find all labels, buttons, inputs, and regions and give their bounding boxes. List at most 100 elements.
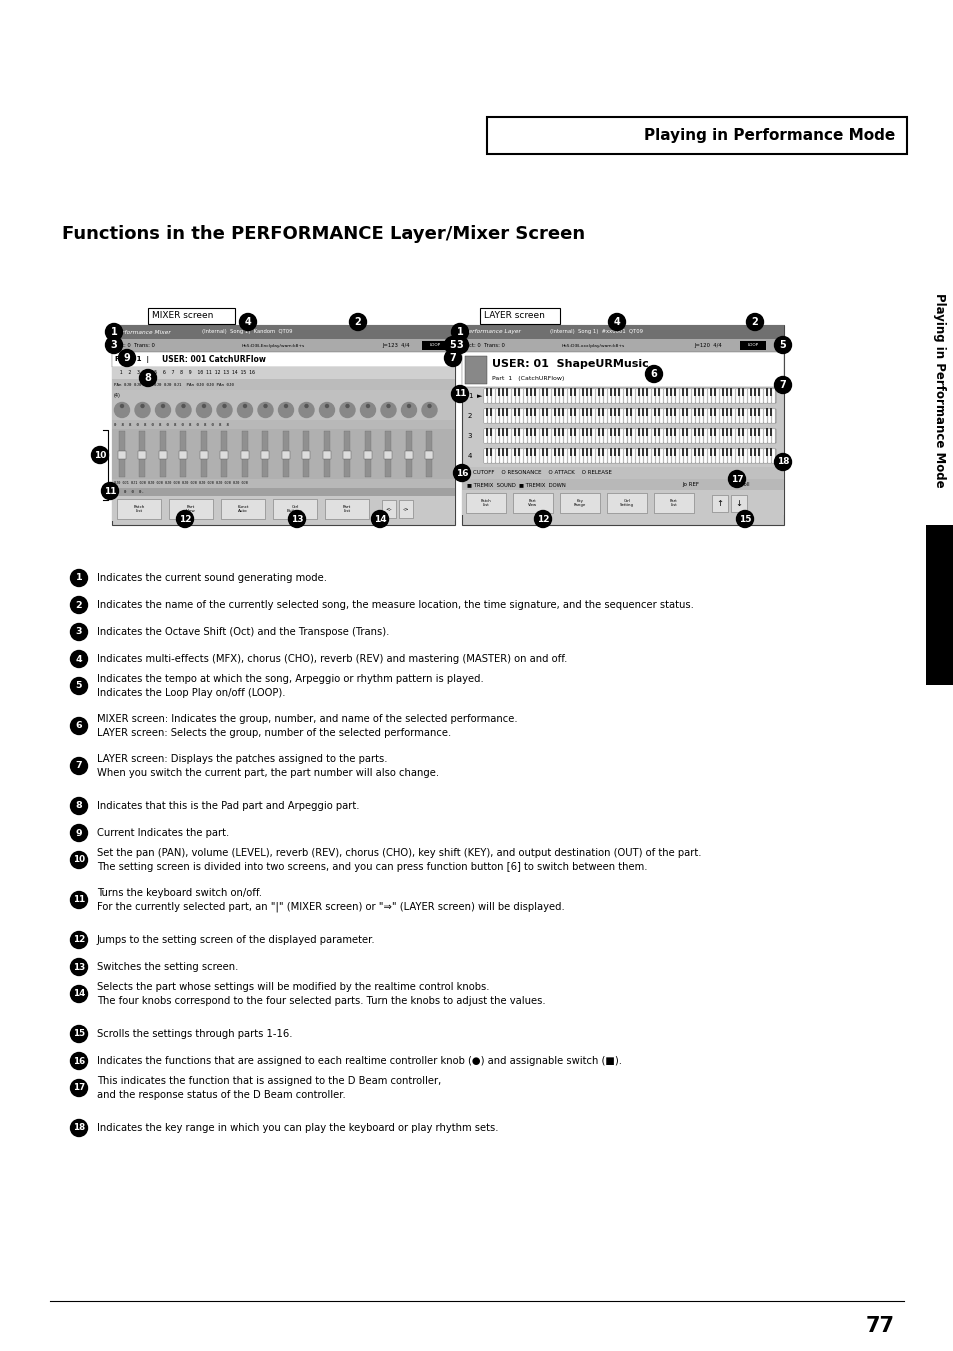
Bar — [614, 388, 616, 396]
Bar — [693, 428, 696, 436]
Circle shape — [101, 482, 118, 500]
Bar — [753, 408, 755, 416]
Bar — [517, 388, 519, 396]
Bar — [755, 430, 759, 443]
Bar — [685, 408, 687, 416]
Bar — [681, 428, 683, 436]
Text: LOOP: LOOP — [746, 343, 758, 347]
Circle shape — [360, 403, 375, 417]
Bar — [527, 409, 531, 423]
Bar — [616, 430, 618, 443]
Text: 3: 3 — [467, 434, 472, 439]
Circle shape — [534, 511, 551, 527]
Bar — [720, 409, 722, 423]
Bar — [561, 449, 563, 457]
Bar — [654, 428, 656, 436]
Bar — [743, 430, 747, 443]
Circle shape — [120, 404, 123, 408]
Bar — [687, 409, 691, 423]
Bar — [740, 449, 742, 463]
Bar — [512, 430, 515, 443]
Bar — [636, 449, 639, 463]
Bar — [711, 494, 727, 512]
Bar — [701, 408, 703, 416]
Bar — [525, 449, 527, 457]
Bar — [693, 388, 696, 396]
Text: Jo REF: Jo REF — [681, 482, 699, 486]
Bar — [592, 409, 595, 423]
Bar — [629, 408, 631, 416]
Bar — [596, 409, 598, 423]
Bar — [723, 409, 727, 423]
Text: PAn 0J0 0J0 PAn 0J0 0J0 0J1  PAn 0J0 0J0 PAn 0J0: PAn 0J0 0J0 PAn 0J0 0J0 0J1 PAn 0J0 0J0 … — [113, 382, 233, 386]
Bar — [721, 449, 723, 457]
Bar — [499, 449, 503, 463]
Bar — [696, 430, 699, 443]
Circle shape — [71, 1052, 88, 1070]
Bar — [687, 389, 691, 403]
Bar — [558, 428, 559, 436]
Bar — [587, 430, 591, 443]
Bar — [536, 389, 539, 403]
Bar — [679, 409, 682, 423]
Bar — [751, 430, 755, 443]
Circle shape — [71, 677, 88, 694]
Bar — [545, 388, 547, 396]
Bar — [148, 308, 234, 324]
Bar — [541, 388, 543, 396]
Bar — [426, 431, 432, 477]
Bar — [609, 388, 612, 396]
Circle shape — [278, 403, 294, 417]
Text: Switches the setting screen.: Switches the setting screen. — [97, 962, 238, 971]
Bar — [516, 389, 519, 403]
Bar — [771, 389, 775, 403]
Text: Ctrl
Buttons: Ctrl Buttons — [287, 505, 303, 513]
Bar — [587, 389, 591, 403]
Bar — [671, 389, 675, 403]
Bar — [539, 409, 543, 423]
Bar — [179, 451, 188, 459]
Bar — [663, 389, 667, 403]
Bar — [740, 340, 765, 350]
Text: Indicates the Loop Play on/off (LOOP).: Indicates the Loop Play on/off (LOOP). — [97, 688, 285, 697]
Circle shape — [139, 370, 156, 386]
Text: For the currently selected part, an "|" (MIXER screen) or "⇒" (LAYER screen) wil: For the currently selected part, an "|" … — [97, 901, 564, 912]
Bar — [627, 389, 631, 403]
Bar — [925, 526, 953, 685]
Bar — [618, 408, 619, 416]
Bar — [159, 451, 167, 459]
Text: Patch
List: Patch List — [133, 505, 145, 513]
Bar — [499, 409, 503, 423]
Bar — [483, 389, 775, 403]
Bar — [607, 389, 611, 403]
Circle shape — [451, 336, 468, 354]
Circle shape — [736, 511, 753, 527]
Bar — [547, 449, 551, 463]
Circle shape — [451, 385, 468, 403]
Bar — [609, 428, 612, 436]
Bar — [344, 431, 350, 477]
Bar — [753, 388, 755, 396]
Bar — [587, 409, 591, 423]
Text: 5: 5 — [75, 681, 82, 690]
Text: Indicates the key range in which you can play the keyboard or play rhythm sets.: Indicates the key range in which you can… — [97, 1123, 498, 1133]
Bar — [645, 408, 647, 416]
Circle shape — [71, 824, 88, 842]
Bar — [713, 408, 716, 416]
Bar — [765, 408, 767, 416]
Text: Indicates that this is the Pad part and Arpeggio part.: Indicates that this is the Pad part and … — [97, 801, 359, 811]
Text: 13: 13 — [291, 515, 303, 523]
Text: Scrolls the settings through parts 1-16.: Scrolls the settings through parts 1-16. — [97, 1029, 293, 1039]
Bar — [731, 449, 735, 463]
Bar — [707, 389, 711, 403]
Bar — [461, 339, 783, 353]
Bar — [763, 449, 767, 463]
Bar — [461, 326, 783, 339]
Bar — [751, 389, 755, 403]
Bar — [496, 409, 499, 423]
Bar — [534, 388, 536, 396]
Bar — [720, 430, 722, 443]
Bar — [765, 428, 767, 436]
Bar — [364, 451, 372, 459]
Bar — [758, 449, 760, 457]
